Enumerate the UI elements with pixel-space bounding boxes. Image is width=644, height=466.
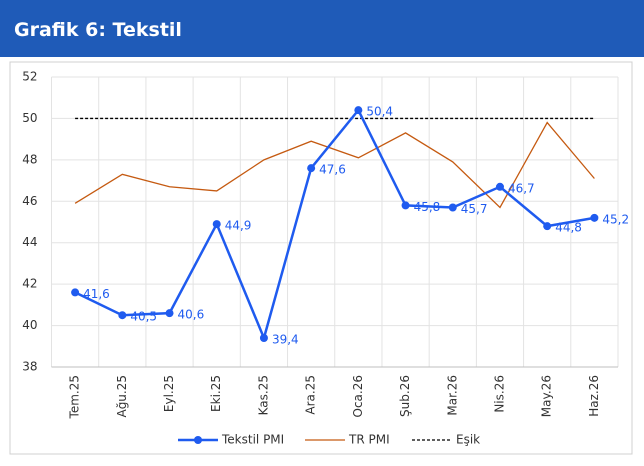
x-tick-label: Kas.25 bbox=[256, 375, 270, 415]
x-tick-label: Ara.25 bbox=[304, 375, 318, 415]
point bbox=[259, 334, 268, 342]
point bbox=[165, 309, 174, 318]
x-tick-label: May.26 bbox=[540, 375, 554, 417]
data-label: 40,5 bbox=[130, 310, 157, 324]
y-tick-label: 44 bbox=[22, 235, 37, 249]
legend-marker bbox=[194, 436, 202, 444]
y-tick-label: 42 bbox=[22, 277, 37, 291]
x-tick-label: Oca.26 bbox=[351, 375, 365, 417]
y-tick-label: 50 bbox=[22, 111, 37, 125]
y-tick-label: 40 bbox=[22, 318, 37, 332]
data-label: 45,8 bbox=[414, 200, 441, 214]
series-line bbox=[74, 107, 595, 342]
point bbox=[543, 222, 552, 231]
legend-label: Tekstil PMI bbox=[221, 433, 284, 447]
point bbox=[354, 106, 363, 115]
legend-label: TR PMI bbox=[348, 433, 390, 447]
point bbox=[495, 182, 504, 191]
data-label: 50,4 bbox=[366, 105, 393, 119]
point bbox=[448, 203, 457, 212]
data-label: 39,4 bbox=[272, 333, 299, 347]
y-tick-label: 38 bbox=[22, 360, 37, 374]
chart-title: Grafik 6: Tekstil bbox=[14, 19, 182, 41]
point bbox=[118, 311, 127, 320]
x-tick-label: Tem.25 bbox=[68, 375, 82, 419]
data-label: 45,7 bbox=[461, 202, 488, 216]
y-tick-label: 46 bbox=[22, 194, 37, 208]
x-tick-label: Şub.26 bbox=[398, 375, 412, 417]
data-label: 44,8 bbox=[555, 221, 582, 235]
x-tick-label: Eyl.25 bbox=[162, 375, 176, 412]
x-tick-label: Eki.25 bbox=[209, 375, 223, 412]
point bbox=[71, 288, 80, 297]
data-label: 46,7 bbox=[508, 181, 535, 195]
x-tick-label: Nis.26 bbox=[492, 375, 506, 413]
x-tick-label: Ağu.25 bbox=[115, 375, 129, 418]
data-label: 41,6 bbox=[83, 287, 110, 301]
point bbox=[590, 213, 599, 222]
chart-frame bbox=[9, 61, 633, 455]
data-label: 40,6 bbox=[178, 308, 205, 322]
y-tick-label: 52 bbox=[22, 70, 37, 84]
legend-label: Eşik bbox=[456, 433, 480, 447]
y-tick-label: 48 bbox=[22, 152, 37, 166]
point bbox=[307, 164, 316, 173]
data-label: 47,6 bbox=[319, 163, 346, 177]
data-label: 45,2 bbox=[602, 212, 629, 226]
point bbox=[401, 201, 410, 210]
point bbox=[212, 220, 221, 229]
header-banner: Grafik 6: Tekstil bbox=[0, 0, 644, 57]
data-label: 44,9 bbox=[225, 219, 252, 233]
x-tick-label: Haz.26 bbox=[587, 375, 601, 417]
x-tick-label: Mar.26 bbox=[445, 375, 459, 416]
